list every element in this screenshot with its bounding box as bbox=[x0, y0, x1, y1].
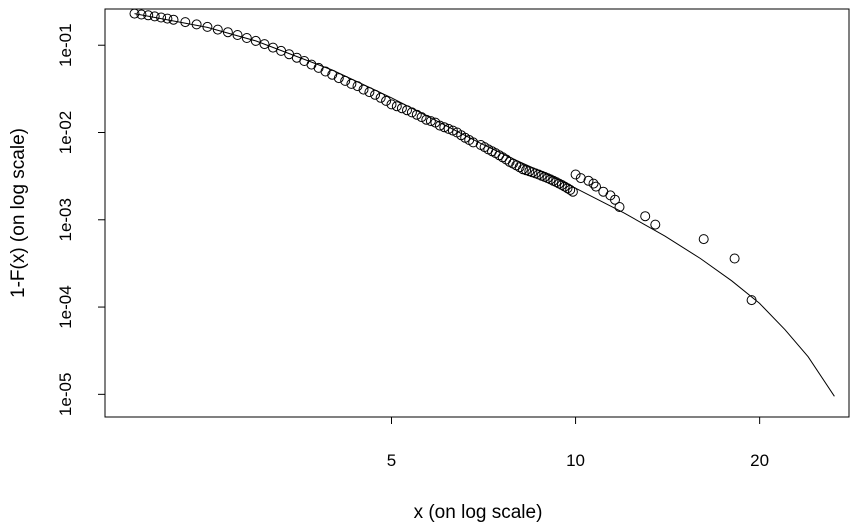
data-point bbox=[434, 120, 445, 131]
data-point bbox=[143, 10, 154, 21]
data-point bbox=[222, 27, 233, 38]
data-point bbox=[306, 59, 317, 70]
data-point bbox=[439, 122, 450, 133]
data-point bbox=[212, 24, 223, 35]
data-point bbox=[588, 178, 599, 189]
x-tick-label: 20 bbox=[750, 451, 769, 470]
y-tick-label: 1e-03 bbox=[56, 198, 75, 241]
data-point bbox=[333, 73, 344, 84]
plot-frame bbox=[104, 8, 850, 418]
data-points bbox=[129, 8, 757, 306]
fitted-curve bbox=[134, 13, 835, 397]
data-point bbox=[162, 13, 173, 24]
data-point bbox=[729, 253, 740, 264]
data-point bbox=[514, 162, 525, 173]
data-point bbox=[386, 99, 397, 110]
data-point bbox=[640, 211, 651, 222]
y-tick-label: 1e-04 bbox=[56, 285, 75, 328]
data-point bbox=[180, 17, 191, 28]
data-point bbox=[352, 81, 363, 92]
data-point bbox=[610, 194, 620, 205]
data-point bbox=[327, 69, 338, 80]
y-tick-label: 1e-05 bbox=[56, 373, 75, 416]
data-point bbox=[375, 92, 386, 103]
data-point bbox=[320, 66, 331, 77]
data-point bbox=[250, 35, 261, 46]
data-point bbox=[402, 105, 412, 116]
data-point bbox=[570, 169, 581, 180]
data-point bbox=[396, 103, 407, 114]
data-point bbox=[391, 101, 402, 112]
data-point bbox=[416, 112, 427, 123]
data-point bbox=[259, 39, 270, 50]
y-axis-title: 1-F(x) (on log scale) bbox=[8, 128, 29, 298]
data-point bbox=[156, 12, 167, 23]
y-axis: 1e-01 1e-02 1e-03 1e-04 1e-05 bbox=[56, 23, 105, 416]
x-tick-label: 5 bbox=[387, 451, 396, 470]
data-point bbox=[136, 9, 147, 20]
data-point bbox=[598, 186, 609, 197]
x-axis: 5 10 20 bbox=[387, 417, 769, 470]
data-point bbox=[650, 219, 661, 230]
data-point bbox=[129, 8, 140, 19]
data-point bbox=[551, 177, 562, 188]
data-point bbox=[583, 175, 594, 186]
data-point bbox=[346, 78, 357, 89]
data-point bbox=[168, 14, 179, 25]
data-point bbox=[497, 152, 508, 163]
data-point bbox=[241, 33, 252, 43]
data-point bbox=[340, 75, 351, 86]
y-tick-label: 1e-01 bbox=[56, 23, 75, 66]
data-point bbox=[425, 116, 436, 127]
data-point bbox=[556, 180, 567, 190]
data-point bbox=[614, 202, 625, 212]
data-point bbox=[364, 87, 375, 98]
data-point bbox=[562, 183, 573, 194]
data-point bbox=[411, 109, 422, 120]
data-point bbox=[468, 137, 479, 148]
data-point bbox=[554, 178, 565, 189]
data-point bbox=[149, 11, 160, 22]
data-point bbox=[370, 89, 381, 100]
data-point bbox=[746, 295, 757, 306]
data-point bbox=[406, 107, 417, 118]
x-tick-label: 10 bbox=[566, 451, 585, 470]
data-point bbox=[443, 123, 454, 134]
data-point bbox=[232, 30, 243, 40]
data-point bbox=[565, 184, 576, 195]
data-point bbox=[591, 181, 601, 192]
data-point bbox=[358, 84, 369, 95]
data-point bbox=[191, 19, 202, 30]
y-tick-label: 1e-02 bbox=[56, 111, 75, 154]
data-point bbox=[421, 114, 432, 125]
data-point bbox=[567, 186, 578, 197]
data-point bbox=[381, 95, 392, 106]
data-point bbox=[202, 21, 213, 32]
data-point bbox=[575, 173, 586, 184]
x-axis-title: x (on log scale) bbox=[414, 502, 543, 523]
data-point bbox=[559, 181, 570, 192]
data-point bbox=[698, 234, 709, 245]
